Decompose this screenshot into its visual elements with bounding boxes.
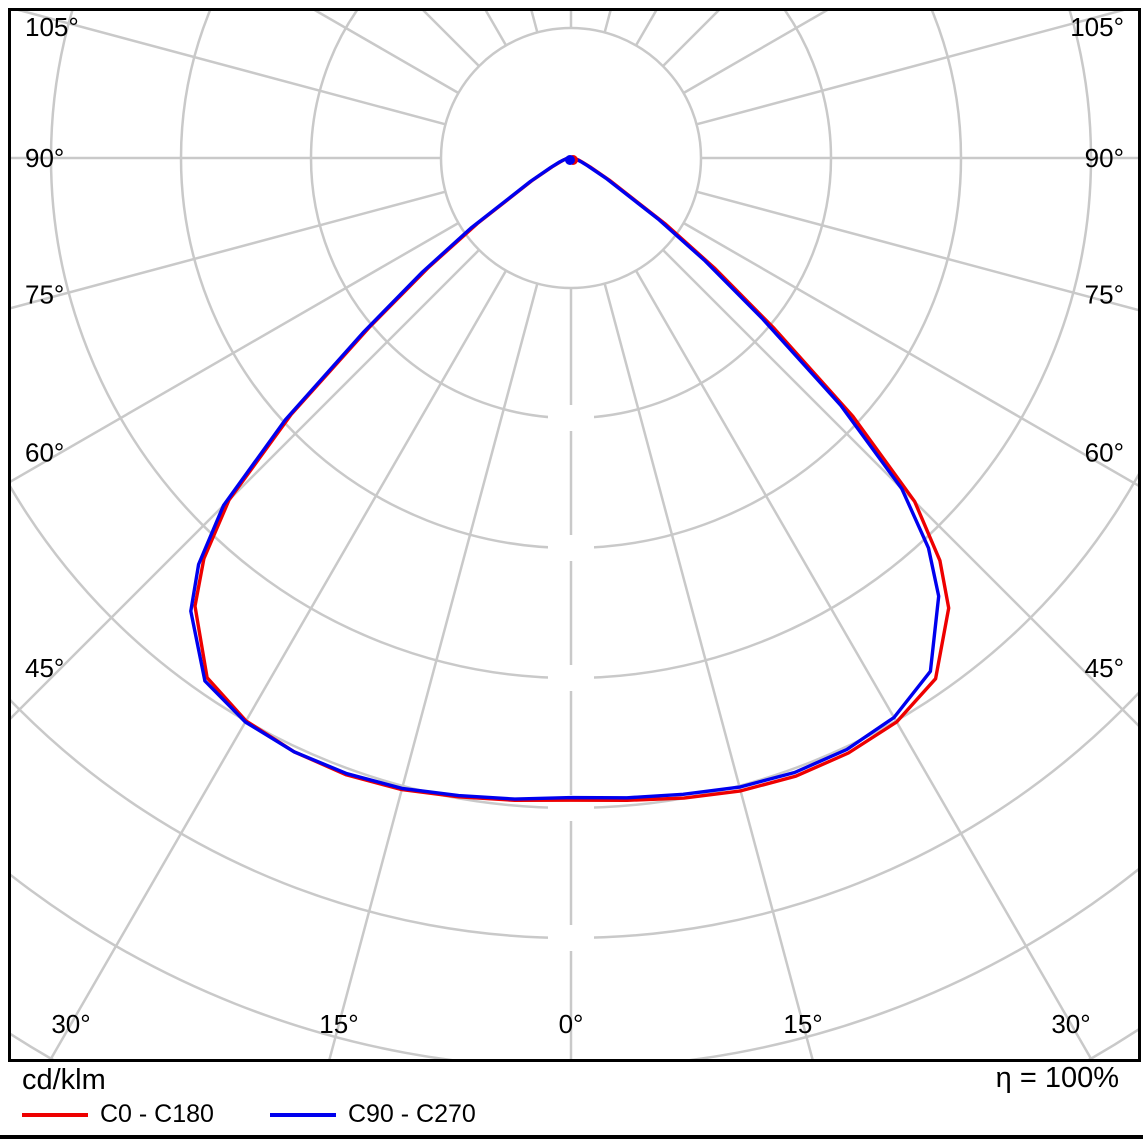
angle-label: 0° xyxy=(559,1009,584,1039)
angle-label: 30° xyxy=(51,1009,90,1039)
curve-C90-C270 xyxy=(189,156,941,801)
grid-radial-line xyxy=(11,190,446,310)
unit-label: cd/klm xyxy=(22,1064,106,1096)
grid-radial-line xyxy=(603,283,814,1059)
angle-label: 45° xyxy=(1085,653,1124,683)
ring-value-label-box xyxy=(548,925,594,951)
ring-value-label-box xyxy=(548,535,594,561)
angle-label: 105° xyxy=(1070,12,1124,42)
grid-radial-line xyxy=(11,221,460,483)
grid-radial-line xyxy=(17,11,446,126)
angle-label: 90° xyxy=(1085,143,1124,173)
efficiency-label: η = 100% xyxy=(995,1062,1119,1094)
legend-label: C0 - C180 xyxy=(100,1100,214,1128)
bottom-border-line xyxy=(0,1135,1143,1139)
angle-label: 45° xyxy=(25,653,64,683)
legend-item: C90 - C270 xyxy=(269,1100,476,1129)
ring-value-label-box xyxy=(548,665,594,691)
grid-radial-line xyxy=(49,269,508,1059)
legend-swatch-line xyxy=(269,1112,336,1117)
grid-radial-line xyxy=(682,221,1138,487)
legend-swatch-line xyxy=(22,1112,88,1117)
grid-radial-line xyxy=(11,249,480,720)
angle-label: 105° xyxy=(25,12,79,42)
legend: C0 - C180 C90 - C270 xyxy=(22,1100,476,1129)
legend-item: C0 - C180 xyxy=(22,1100,214,1129)
angle-label: 90° xyxy=(25,143,64,173)
angle-label: 30° xyxy=(1051,1009,1090,1039)
center-dot-c90 xyxy=(565,155,575,165)
angle-label: 15° xyxy=(319,1009,358,1039)
angle-label: 15° xyxy=(783,1009,822,1039)
legend-label: C90 - C270 xyxy=(347,1100,476,1128)
grid-radial-line xyxy=(662,249,1138,727)
grid-radial-line xyxy=(662,11,720,67)
angle-label: 60° xyxy=(25,437,64,467)
angle-label: 60° xyxy=(1085,437,1124,467)
ring-value-label-box xyxy=(548,405,594,431)
angle-label: 75° xyxy=(25,280,64,310)
polar-diagram: 105° 105° 90° 90° 75° 75° 60° 60° 45° 45° 30° 15° 0°… xyxy=(8,8,1141,1062)
grid-radial-line xyxy=(422,11,480,67)
grid-radial-line xyxy=(328,283,539,1059)
grid-radial-line xyxy=(634,269,1093,1059)
grid-radial-line xyxy=(696,190,1138,312)
polar-grid-and-curves: 105° 105° 90° 90° 75° 75° 60° 60° 45° 45° 30° 15° 0°… xyxy=(11,11,1138,1059)
grid-radial-line xyxy=(696,11,1125,126)
angle-label: 75° xyxy=(1085,280,1124,310)
